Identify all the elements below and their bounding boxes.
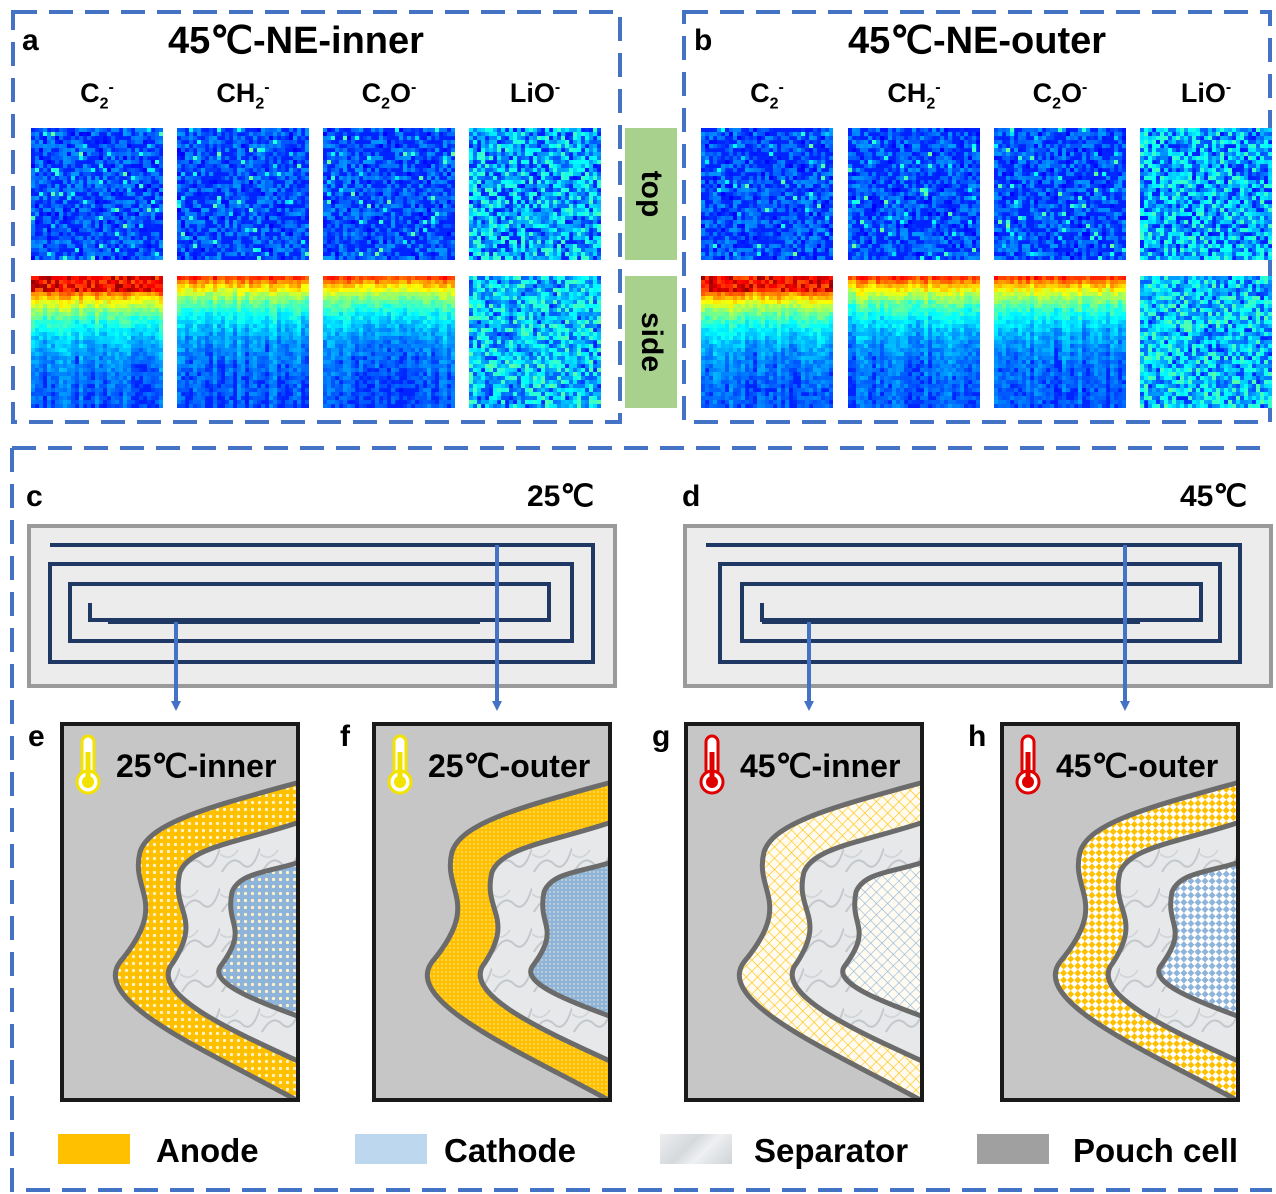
pouch-outline-d — [683, 524, 1273, 688]
card-title-e: 25℃-inner — [116, 748, 277, 784]
panel-a-ion-0: C2- — [80, 78, 114, 113]
legend-label-0: Anode — [156, 1132, 259, 1169]
thermometer-icon — [699, 734, 725, 795]
heatmap-a-side-2 — [323, 276, 455, 408]
panel-temp-c: 25℃ — [527, 480, 595, 513]
legend-label-3: Pouch cell — [1073, 1132, 1239, 1169]
heatmap-a-top-3 — [469, 128, 601, 260]
panel-b-ion-2: C2O- — [1032, 78, 1088, 113]
heatmap-b-top-2 — [994, 128, 1126, 260]
panel-title-b: 45℃-NE-outer — [848, 20, 1107, 62]
tag-side: side — [625, 276, 677, 408]
panel-title-a: 45℃-NE-inner — [168, 20, 424, 62]
card-title-f: 25℃-outer — [428, 748, 591, 784]
frame-bottom-sides — [10, 448, 1272, 1192]
cathode-layer — [1156, 859, 1240, 1020]
panel-label-b: b — [694, 24, 713, 57]
legend-label-2: Separator — [754, 1132, 909, 1169]
heatmap-a-side-0 — [31, 276, 163, 408]
panel-label-a: a — [22, 24, 39, 57]
card-border — [684, 722, 924, 1102]
heatmap-b-top-3 — [1140, 128, 1272, 260]
panel-b-ion-1: CH2- — [887, 78, 941, 113]
legend-label-1: Cathode — [444, 1132, 576, 1169]
electrode-spiral-c — [48, 543, 595, 664]
heatmap-b-side-1 — [848, 276, 980, 408]
heatmap-b-top-1 — [848, 128, 980, 260]
cross-section-g — [684, 722, 924, 1102]
heatmap-a-side-3 — [469, 276, 601, 408]
heatmap-a-side-1 — [177, 276, 309, 408]
heatmap-a-top-2 — [323, 128, 455, 260]
card-border — [1000, 722, 1240, 1102]
panel-label-h: h — [968, 720, 987, 753]
heatmap-a-top-1 — [177, 128, 309, 260]
tag-top: top — [625, 128, 677, 260]
heatmap-a-top-0 — [31, 128, 163, 260]
panel-label-c: c — [26, 480, 43, 513]
cathode-layer — [216, 859, 300, 1020]
electrode-spiral-d — [706, 543, 1242, 664]
cross-section-h — [1000, 722, 1240, 1102]
legend-swatch-0 — [58, 1134, 130, 1164]
panel-b-ion-0: C2- — [750, 78, 784, 113]
jelly-roll-45c — [683, 524, 1273, 711]
frame-panel-a — [11, 10, 622, 424]
legend-swatch-2 — [660, 1134, 732, 1164]
legend-swatch-1 — [355, 1134, 427, 1164]
cross-section-e — [60, 722, 300, 1102]
legend-swatch-3 — [977, 1134, 1049, 1164]
card-border — [60, 722, 300, 1102]
cross-section-f — [372, 722, 612, 1102]
card-border — [372, 722, 612, 1102]
jelly-roll-25c — [27, 524, 617, 711]
panel-label-d: d — [682, 480, 701, 513]
card-title-g: 45℃-inner — [740, 748, 901, 784]
jelly-roll-diagrams — [27, 524, 1273, 711]
card-title-h: 45℃-outer — [1056, 748, 1219, 784]
thermometer-icon — [75, 734, 101, 795]
thermometer-icon — [387, 734, 413, 795]
heatmap-b-side-3 — [1140, 276, 1272, 408]
thermometer-icon — [1015, 734, 1041, 795]
cathode-layer — [840, 859, 924, 1020]
pouch-outline-c — [27, 524, 617, 688]
panel-a-ion-3: LiO- — [509, 78, 561, 108]
frame-panel-b — [682, 10, 1272, 424]
panel-temp-d: 45℃ — [1180, 480, 1248, 513]
cathode-layer — [528, 859, 612, 1020]
panel-label-e: e — [28, 720, 45, 753]
panel-a-ion-2: C2O- — [361, 78, 417, 113]
heatmap-b-side-2 — [994, 276, 1126, 408]
panel-a-ion-1: CH2- — [216, 78, 270, 113]
panel-label-g: g — [652, 720, 671, 753]
heatmap-b-top-0 — [701, 128, 833, 260]
panel-b-ion-3: LiO- — [1180, 78, 1232, 108]
heatmap-b-side-0 — [701, 276, 833, 408]
panel-label-f: f — [340, 720, 350, 753]
